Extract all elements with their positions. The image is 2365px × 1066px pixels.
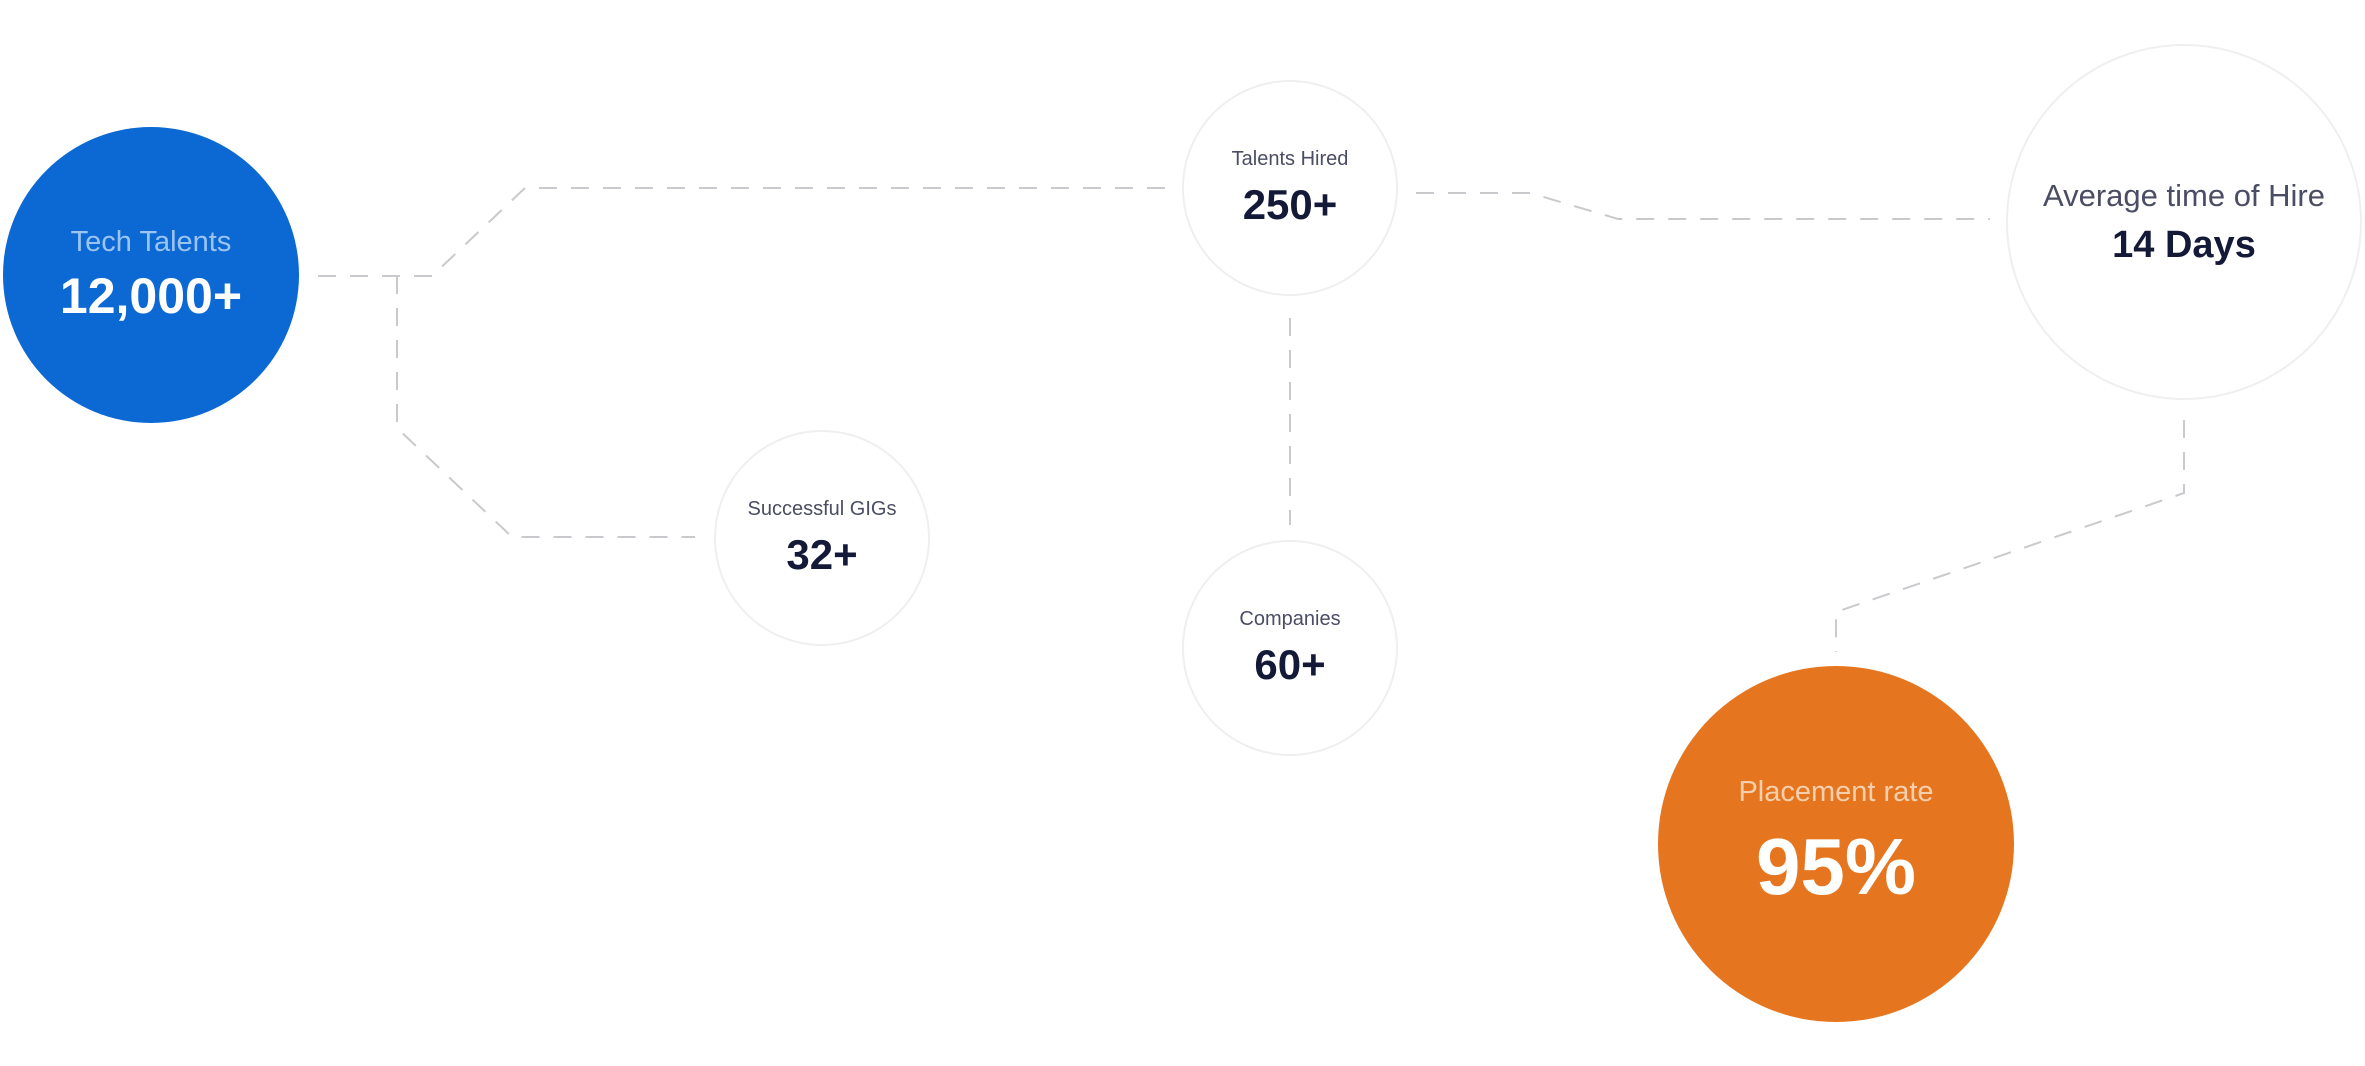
placement-rate-bubble: Placement rate 95% (1658, 666, 2014, 1022)
placement-rate-value: 95% (1755, 821, 1917, 911)
tech-talents-bubble: Tech Talents 12,000+ (3, 127, 299, 423)
companies-bubble: Companies 60+ (1182, 540, 1398, 756)
talents-hired-label: Talents Hired (1231, 147, 1349, 170)
successful-gigs-bubble: Successful GIGs 32+ (714, 430, 930, 646)
connector-tech-to-hired (318, 187, 1165, 277)
connector-avg-to-placement (1835, 420, 2185, 652)
companies-value: 60+ (1254, 640, 1326, 688)
average-time-of-hire-value: 14 Days (2112, 223, 2256, 266)
connector-tech-to-gigs (396, 276, 695, 538)
successful-gigs-value: 32+ (786, 530, 858, 578)
talents-hired-value: 250+ (1242, 180, 1338, 228)
average-time-of-hire-bubble: Average time of Hire 14 Days (2006, 44, 2362, 400)
tech-talents-value: 12,000+ (59, 267, 243, 324)
talents-hired-bubble: Talents Hired 250+ (1182, 80, 1398, 296)
tech-talents-label: Tech Talents (70, 225, 232, 258)
average-time-of-hire-label: Average time of Hire (2043, 177, 2325, 213)
placement-rate-label: Placement rate (1738, 775, 1934, 808)
connector-hired-to-avg (1416, 192, 1990, 220)
companies-label: Companies (1239, 607, 1341, 630)
successful-gigs-label: Successful GIGs (747, 497, 897, 520)
